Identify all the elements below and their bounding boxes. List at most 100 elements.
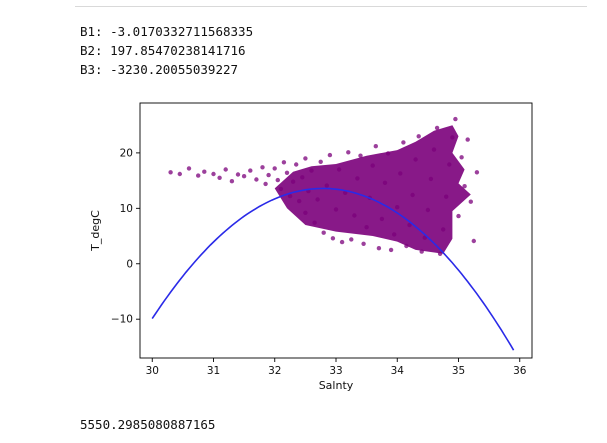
scatter-point [217,175,222,180]
scatter-point [235,172,241,177]
scatter-point [263,181,268,187]
scatter-point [401,140,406,145]
scatter-point [441,227,446,232]
scatter-point [333,207,339,212]
scatter-point [168,170,173,175]
scatter-point [229,179,235,184]
scatter-point [395,205,400,210]
scatter-density-region [274,125,471,254]
scatter-point [447,162,452,167]
y-axis-label: T_degC [89,210,102,252]
output-b3: B3: -3230.20055039227 [80,62,239,77]
scatter-point [324,183,329,188]
scatter-point [416,134,421,139]
scatter-point [196,173,201,178]
scatter-point [254,177,259,182]
scatter-point [474,170,480,175]
x-tick-label: 32 [268,365,281,377]
scatter-point [300,175,305,180]
scatter-point [462,184,467,189]
scatter-point [272,166,277,171]
scatter-point [315,197,320,202]
scatter-point [211,171,216,177]
scatter-point [428,176,434,182]
x-tick-label: 31 [207,365,220,377]
scatter-point [352,213,357,218]
scatter-point [382,180,388,185]
scatter-point [297,198,302,204]
x-axis-label: Salnty [319,379,354,392]
y-tick-label: −10 [111,314,133,326]
output-b1: B1: -3.0170332711568335 [80,24,254,39]
scatter-point [223,167,228,172]
scatter-point [471,238,476,244]
scatter-point [260,165,265,170]
scatter-point [434,125,440,131]
x-tick-label: 34 [391,365,405,377]
scatter-point [312,220,317,225]
scatter-point [303,210,308,215]
scatter-point [410,192,415,198]
x-tick-label: 30 [146,365,159,377]
scatter-point [349,237,354,242]
scatter-point [392,232,397,237]
scatter-point [370,163,375,168]
scatter-point [404,243,409,249]
scatter-point [358,153,363,158]
x-ticks: 30 31 32 33 34 35 36 [146,358,527,377]
scatter-point [339,239,345,245]
scatter-point [459,155,464,160]
scatter-point [373,144,378,149]
scatter-point [202,169,207,174]
scatter-point [330,236,336,241]
plot-layer [151,116,515,351]
scatter-point [309,168,314,173]
scatter-point [248,168,253,173]
x-tick-label: 35 [452,365,465,377]
scatter-point [327,152,333,158]
output-result: 5550.2985080887165 [80,417,216,432]
scatter-point [398,171,403,176]
scatter-point [346,150,351,155]
scatter-point [281,160,287,165]
scatter-point [294,162,299,167]
scatter-point [431,147,437,152]
fit-curve [151,187,515,351]
scatter-point [376,246,382,251]
scatter-point [290,179,296,184]
scatter-point [407,222,412,228]
scatter-point [303,156,308,161]
y-tick-label: 20 [120,147,133,159]
scatter-point [364,225,369,230]
scatter-point [355,176,360,181]
scatter-point [437,251,443,256]
cell-divider [75,6,587,7]
scatter-point [465,137,470,142]
scatter-point [388,247,394,253]
scatter-point [321,230,326,235]
scatter-point [444,194,449,199]
output-b2: B2: 197.85470238141716 [80,43,246,58]
scatter-point [456,213,461,219]
scatter-point [453,116,458,122]
scatter-point [266,172,271,178]
y-tick-label: 10 [120,203,133,215]
x-tick-label: 33 [329,365,342,377]
scatter-point [419,249,424,254]
y-ticks: −10 0 10 20 [111,147,140,326]
scatter-point [450,135,455,140]
x-tick-label: 36 [513,365,527,377]
scatter-point [468,199,473,204]
scatter-point [186,166,192,171]
scatter-point [336,167,342,172]
scatter-point [361,241,366,246]
scatter-point [425,207,431,213]
scatter-point [318,159,323,164]
scatter-point [379,216,385,222]
scatter-point [278,186,284,192]
scatter-point [343,190,348,195]
y-tick-label: 0 [126,258,133,270]
scatter-point [177,171,182,177]
scatter-point [275,177,280,183]
